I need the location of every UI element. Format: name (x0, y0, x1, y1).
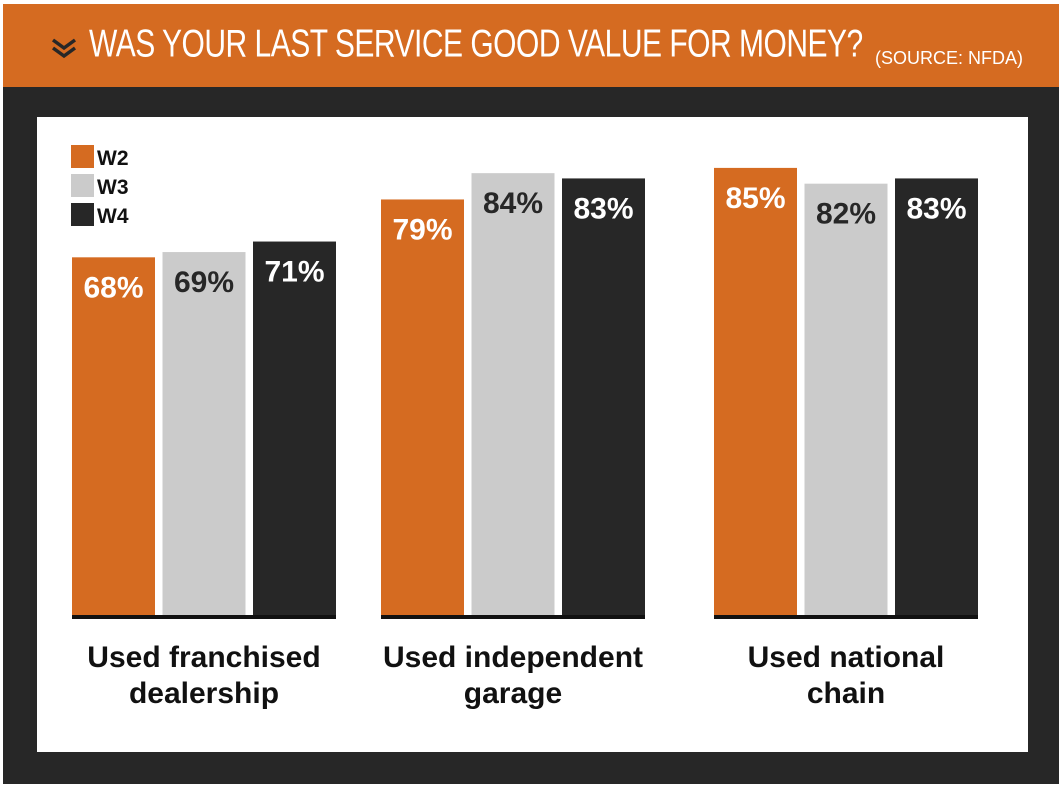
bar-w4 (562, 178, 645, 616)
bar-w3 (804, 183, 888, 615)
chart-source: (SOURCE: NFDA) (875, 48, 1023, 68)
legend-label: W3 (97, 176, 129, 199)
baseline (72, 615, 336, 619)
bar-w2 (72, 257, 155, 615)
baseline (381, 615, 645, 619)
legend-swatch-w4 (71, 203, 94, 226)
bar-w3 (471, 173, 555, 615)
category-label: garage (464, 677, 562, 710)
bar-w2 (381, 199, 464, 615)
data-label: 83% (573, 192, 633, 225)
legend-swatch-w3 (71, 174, 94, 197)
data-label: 85% (725, 182, 785, 215)
data-label: 83% (906, 192, 966, 225)
header-bar: WAS YOUR LAST SERVICE GOOD VALUE FOR MON… (3, 4, 1059, 87)
data-label: 79% (392, 213, 452, 246)
category-label: Used independent (383, 641, 643, 674)
data-label: 69% (174, 266, 234, 299)
data-label: 71% (264, 256, 324, 289)
legend-label: W4 (97, 205, 129, 228)
category-label: Used national (748, 641, 945, 674)
legend-label: W2 (97, 147, 129, 170)
category-label: chain (807, 677, 885, 710)
legend-swatch-w2 (71, 145, 94, 168)
data-label: 68% (83, 271, 143, 304)
category-label: dealership (129, 677, 279, 710)
bar-w2 (714, 167, 797, 615)
bar-w3 (162, 252, 246, 615)
double-chevron-down-icon (51, 38, 77, 59)
baseline (714, 615, 978, 619)
data-label: 84% (483, 187, 543, 220)
data-label: 82% (816, 198, 876, 231)
category-label: Used franchised (87, 641, 320, 674)
bar-w4 (253, 241, 336, 616)
bar-w4 (895, 178, 978, 616)
chart-title: WAS YOUR LAST SERVICE GOOD VALUE FOR MON… (89, 22, 863, 66)
